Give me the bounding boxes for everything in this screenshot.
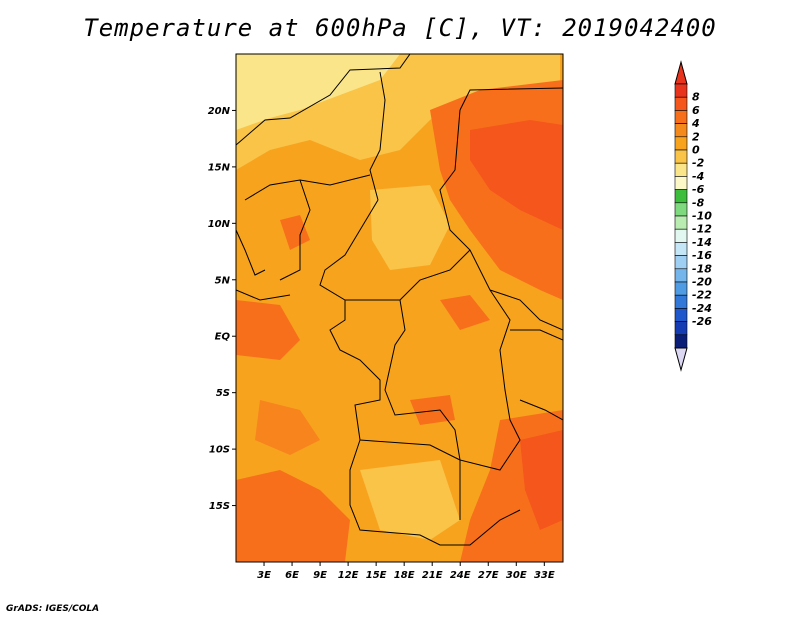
colorbar-label: -14 [692, 236, 712, 249]
lon-tick-label: 15E [366, 570, 387, 581]
temperature-field [236, 54, 563, 562]
colorbar-label: -22 [692, 289, 712, 302]
colorbar-label: -2 [692, 157, 705, 170]
lon-tick-label: 9E [313, 570, 327, 581]
colorbar-swatch [674, 176, 688, 190]
colorbar-swatch [674, 110, 688, 124]
lon-tick-label: 24E [450, 570, 471, 581]
country-borders [236, 54, 563, 546]
colorbar-label: -26 [692, 315, 712, 328]
colorbar-label: 4 [691, 117, 700, 130]
colorbar-swatch [674, 96, 688, 111]
colorbar-label: -8 [692, 196, 705, 209]
colorbar-swatch [674, 321, 688, 336]
longitude-axis: 3E 6E 9E 12E 15E 18E 21E 24E 27E 30E 33E [257, 562, 555, 581]
lon-tick-label: 27E [478, 570, 499, 581]
latitude-axis: 20N 15N 10N 5N EQ 5S 10S 15S [208, 106, 236, 512]
colorbar-swatch [674, 242, 688, 256]
colorbar-label: -12 [692, 223, 712, 236]
lat-tick-label: 5S [216, 388, 230, 399]
colorbar-swatch [674, 149, 688, 164]
lon-tick-label: 30E [506, 570, 527, 581]
lat-tick-label: 10S [209, 445, 230, 456]
lon-tick-label: 12E [338, 570, 359, 581]
colorbar-swatch [674, 83, 688, 98]
lat-tick-label: 15N [208, 162, 231, 173]
colorbar-swatch [674, 255, 688, 270]
colorbar-label: 2 [692, 130, 700, 143]
map-frame [235, 53, 564, 563]
credit-label: GrADS: IGES/COLA [6, 604, 100, 614]
lon-tick-label: 21E [422, 570, 443, 581]
colorbar-label: 8 [692, 91, 700, 104]
colorbar-label: -6 [692, 183, 705, 196]
lat-tick-label: 20N [208, 106, 231, 117]
colorbar-swatch [674, 281, 688, 296]
colorbar-swatch [674, 136, 688, 151]
lat-tick-label: EQ [215, 332, 231, 343]
colorbar-label: -4 [692, 170, 704, 183]
colorbar-label: -18 [692, 262, 712, 275]
lat-tick-label: 15S [209, 501, 230, 512]
colorbar-swatch [674, 228, 688, 243]
lon-tick-label: 3E [257, 570, 271, 581]
colorbar-swatch [674, 308, 688, 322]
colorbar-swatch [674, 294, 688, 309]
colorbar-label: -20 [692, 276, 712, 289]
colorbar-swatch [674, 123, 688, 138]
colorbar-label: -24 [692, 302, 712, 315]
colorbar-swatch [674, 162, 688, 177]
colorbar-swatch [674, 215, 688, 230]
colorbar-swatch [674, 189, 688, 204]
colorbar-swatch [674, 202, 688, 217]
lat-tick-label: 10N [208, 219, 231, 230]
colorbar-top-arrow [674, 60, 688, 85]
lon-tick-label: 6E [285, 570, 299, 581]
chart-title: Temperature at 600hPa [C], VT: 201904240… [83, 14, 717, 42]
lat-tick-label: 5N [215, 275, 231, 286]
colorbar-label: -16 [692, 249, 712, 262]
colorbar-label: -10 [692, 210, 712, 223]
colorbar-label: 6 [692, 104, 700, 117]
colorbar-swatch [674, 268, 688, 283]
colorbar-bottom-arrow [674, 347, 688, 372]
colorbar-label: 0 [692, 144, 700, 157]
lon-tick-label: 33E [534, 570, 555, 581]
colorbar-swatch [674, 334, 688, 349]
lon-tick-label: 18E [394, 570, 415, 581]
